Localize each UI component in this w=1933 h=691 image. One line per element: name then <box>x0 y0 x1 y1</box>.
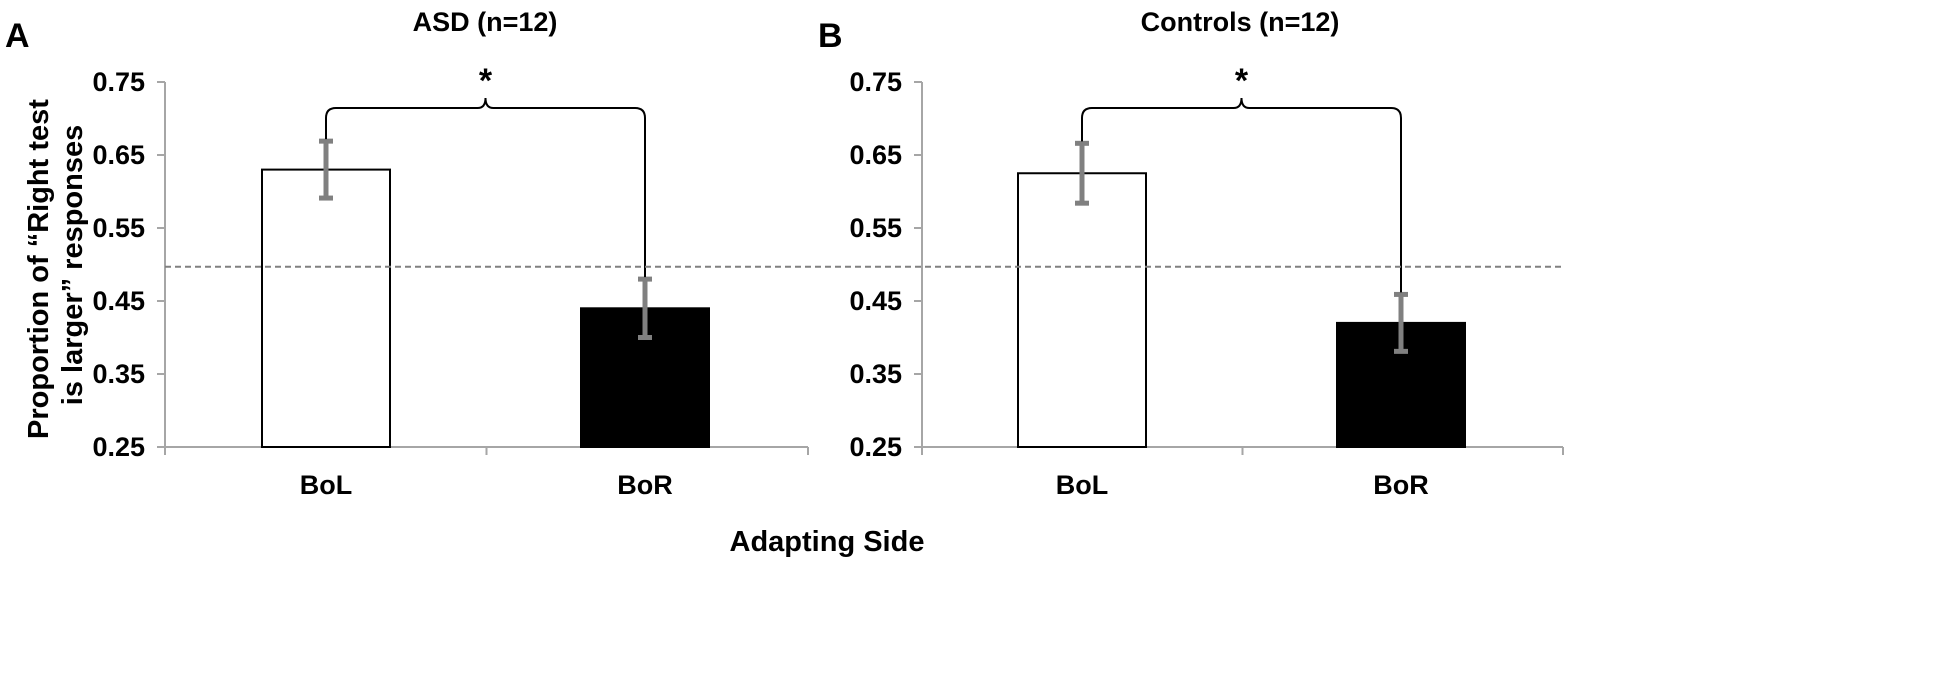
y-tick-label: 0.65 <box>92 140 145 170</box>
y-tick-label: 0.45 <box>849 286 902 316</box>
panel-letter: B <box>818 17 843 55</box>
significance-marker: * <box>479 62 493 100</box>
bar-bol <box>1017 172 1147 448</box>
y-axis-title-line-1: Proportion of “Right test <box>23 99 55 439</box>
panels: A ASD (n=12) 0.25 0.35 0.45 0.55 0.65 0.75 BoL Bo… <box>5 7 1564 500</box>
x-axis-title: Adapting Side <box>730 526 925 558</box>
chart-title: Controls (n=12) <box>1141 7 1340 37</box>
category-label-bol: BoL <box>300 470 352 500</box>
y-axis-title-line-2: is larger” responses <box>57 125 89 405</box>
y-tick-label: 0.35 <box>92 359 145 389</box>
y-tick-label: 0.65 <box>849 140 902 170</box>
category-label-bor: BoR <box>617 470 673 500</box>
y-axis-title: Proportion of “Right test is larger” res… <box>23 91 89 439</box>
y-tick-label: 0.35 <box>849 359 902 389</box>
panel-letter: A <box>5 17 30 55</box>
y-tick-label: 0.25 <box>92 432 145 462</box>
significance-bracket <box>1081 97 1402 293</box>
y-tick-label: 0.75 <box>92 67 145 97</box>
y-tick-label: 0.25 <box>849 432 902 462</box>
significance-marker: * <box>1235 62 1249 100</box>
chart-panel-b: B Controls (n=12) 0.25 0.35 0.45 0.55 0.65 0.75… <box>818 7 1564 500</box>
chart-panel-a: A ASD (n=12) 0.25 0.35 0.45 0.55 0.65 0.75 BoL Bo… <box>5 7 809 500</box>
bar-bol <box>261 168 391 448</box>
chart-title: ASD (n=12) <box>413 7 558 37</box>
y-tick-label: 0.45 <box>92 286 145 316</box>
category-label-bor: BoR <box>1373 470 1429 500</box>
y-tick-label: 0.55 <box>849 213 902 243</box>
y-tick-label: 0.55 <box>92 213 145 243</box>
significance-bracket <box>325 97 646 278</box>
category-label-bol: BoL <box>1056 470 1108 500</box>
y-tick-label: 0.75 <box>849 67 902 97</box>
